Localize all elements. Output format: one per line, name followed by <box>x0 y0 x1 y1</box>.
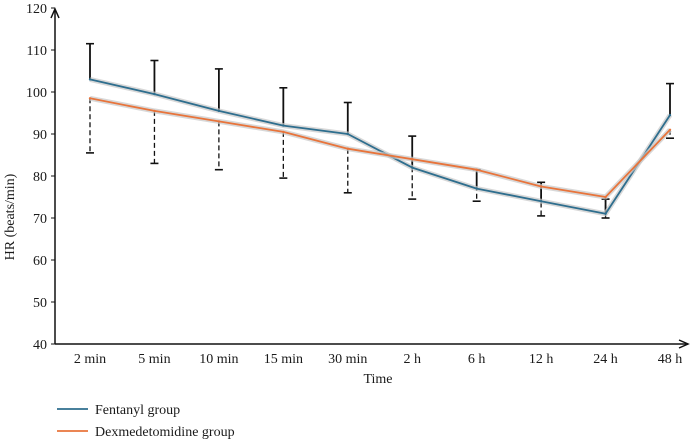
data-point-s1-9 <box>668 128 672 131</box>
error-bars <box>86 42 674 219</box>
y-axis-label: HR (beats/min) <box>3 173 18 260</box>
y-tick-label-40: 40 <box>33 338 47 353</box>
data-point-s0-1 <box>153 92 156 96</box>
y-ticks: 40 50 60 70 80 90 100 110 120 <box>26 2 55 353</box>
x-tick-label-8: 24 h <box>593 352 618 367</box>
axes <box>50 7 690 349</box>
data-point-s0-5 <box>411 166 414 169</box>
x-tick-label-1: 5 min <box>138 352 170 367</box>
data-point-s0-4 <box>346 132 349 136</box>
data-point-s1-6 <box>475 168 478 171</box>
x-tick-label-9: 48 h <box>658 352 683 367</box>
data-point-s1-2 <box>217 120 221 123</box>
y-tick-label-100: 100 <box>26 86 47 101</box>
data-point-s1-8 <box>604 195 607 199</box>
data-point-s0-6 <box>475 187 478 190</box>
series-shadow-1 <box>89 95 672 200</box>
series-line-0 <box>89 78 671 215</box>
y-tick-label-70: 70 <box>33 212 47 227</box>
x-axis-arrow <box>678 339 690 349</box>
data-point-s0-8 <box>604 212 607 215</box>
data-point-s1-5 <box>411 158 414 161</box>
x-tick-label-4: 30 min <box>328 352 367 367</box>
data-point-s0-7 <box>539 200 543 203</box>
data-point-s0-2 <box>217 109 221 113</box>
x-ticks: 2 min 5 min 10 min 15 min 30 min 2 h 6 h 12 h 24… <box>74 352 682 367</box>
series-line-1 <box>89 97 671 198</box>
y-tick-label-80: 80 <box>33 170 47 185</box>
y-tick-label-90: 90 <box>33 128 47 143</box>
x-tick-label-2: 10 min <box>199 352 238 367</box>
data-point-s0-3 <box>282 124 285 127</box>
data-point-s1-7 <box>539 185 543 188</box>
y-tick-label-110: 110 <box>27 44 47 59</box>
series-lines <box>88 76 673 217</box>
x-tick-label-3: 15 min <box>264 352 303 367</box>
x-tick-label-6: 6 h <box>468 352 486 367</box>
legend-label-1: Dexmedetomidine group <box>95 425 235 439</box>
data-point-s1-4 <box>346 147 349 150</box>
x-axis-label: Time <box>363 372 392 387</box>
data-point-s1-0 <box>88 97 92 100</box>
data-point-s1-3 <box>282 130 285 134</box>
data-point-s1-1 <box>153 109 156 113</box>
legend: Fentanyl group Dexmedetomidine group <box>57 403 235 439</box>
y-tick-label-50: 50 <box>33 296 47 311</box>
y-tick-label-120: 120 <box>26 2 47 17</box>
data-point-s0-0 <box>88 78 92 81</box>
y-axis-arrow <box>50 7 60 19</box>
data-point-s0-9 <box>668 113 672 117</box>
legend-label-0: Fentanyl group <box>95 403 180 418</box>
x-tick-label-7: 12 h <box>529 352 554 367</box>
x-tick-label-0: 2 min <box>74 352 106 367</box>
y-tick-label-60: 60 <box>33 254 47 269</box>
x-tick-label-5: 2 h <box>403 352 421 367</box>
